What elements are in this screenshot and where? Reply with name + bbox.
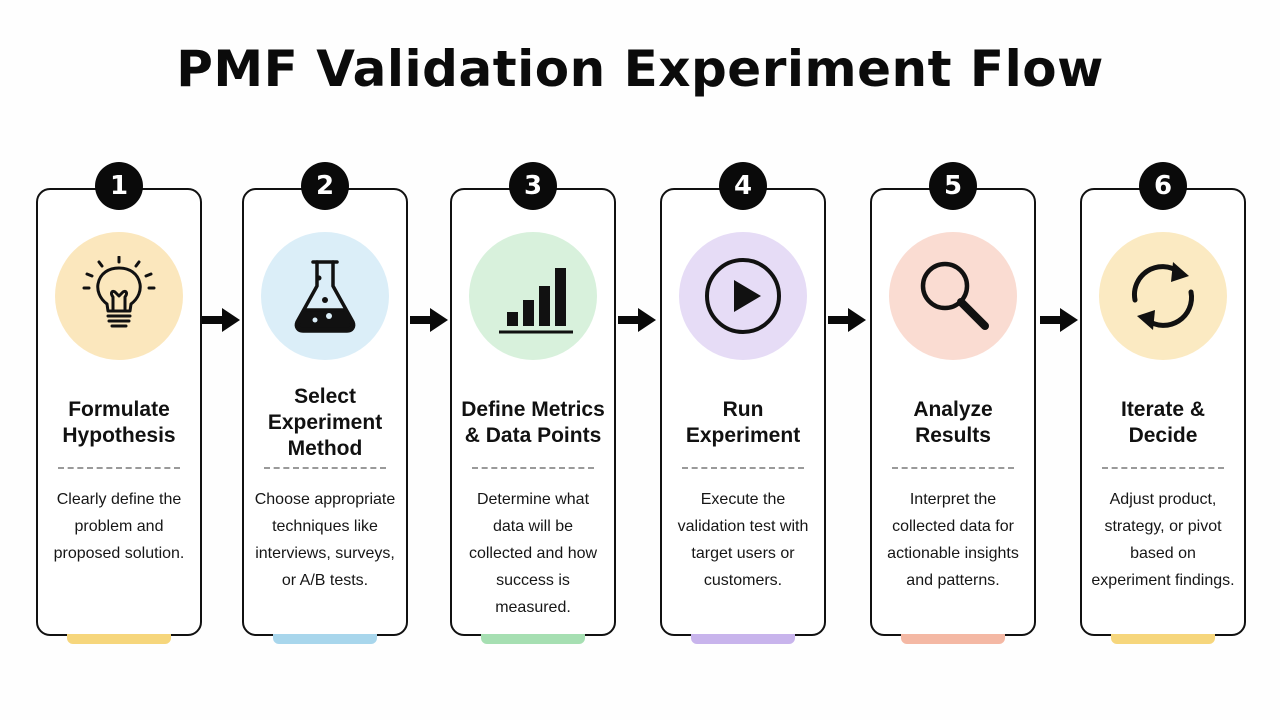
step-number-badge: 3	[509, 162, 557, 210]
step-card-5: 5 Analyze Results Interpret the collecte…	[870, 162, 1036, 644]
step-icon-background	[889, 232, 1017, 360]
step-title: Iterate & Decide	[1120, 398, 1206, 447]
step-card-6: 6 Iterate & Decide Adjust product, strat…	[1080, 162, 1246, 644]
step-card-2: 2 Select Experiment Method Choose approp…	[242, 162, 408, 644]
arrow-right-icon	[202, 308, 240, 332]
step-number-badge: 4	[719, 162, 767, 210]
step-number-badge: 5	[929, 162, 977, 210]
step-title: Select Experiment Method	[267, 385, 383, 460]
arrow-right-icon	[410, 308, 448, 332]
flask-icon	[294, 260, 356, 333]
step-card-1: 1 Formulate Hypothesis Clearly define th…	[36, 162, 202, 644]
step-color-tab	[1111, 634, 1215, 644]
step-description: Choose appropriate techniques like inter…	[254, 491, 396, 589]
step-description: Determine what data will be collected an…	[468, 491, 598, 616]
step-number-badge: 6	[1139, 162, 1187, 210]
step-title: Analyze Results	[913, 398, 993, 447]
step-number-badge: 1	[95, 162, 143, 210]
page-title: PMF Validation Experiment Flow	[176, 40, 1104, 98]
step-description: Execute the validation test with target …	[677, 491, 809, 589]
step-icon-background	[469, 232, 597, 360]
step-icon-background	[261, 232, 389, 360]
bar-chart-icon	[499, 268, 573, 334]
step-title: Run Experiment	[685, 398, 801, 447]
step-description: Clearly define the problem and proposed …	[53, 491, 185, 562]
step-color-tab	[901, 634, 1005, 644]
divider	[472, 467, 594, 469]
divider	[1102, 467, 1224, 469]
step-color-tab	[691, 634, 795, 644]
play-icon	[705, 258, 781, 334]
arrow-right-icon	[618, 308, 656, 332]
step-icon-background	[1099, 232, 1227, 360]
divider	[682, 467, 804, 469]
divider	[892, 467, 1014, 469]
divider	[58, 467, 180, 469]
step-title: Define Metrics & Data Points	[461, 398, 605, 447]
step-color-tab	[273, 634, 377, 644]
step-color-tab	[67, 634, 171, 644]
step-card-3: 3 Define Metrics & Data Points Determine…	[450, 162, 616, 644]
step-icon-background	[55, 232, 183, 360]
divider	[264, 467, 386, 469]
step-title: Formulate Hypothesis	[62, 398, 176, 447]
step-icon-background	[679, 232, 807, 360]
step-description: Adjust product, strategy, or pivot based…	[1091, 491, 1235, 589]
magnifier-icon	[920, 261, 989, 330]
refresh-icon	[1132, 262, 1194, 330]
step-description: Interpret the collected data for actiona…	[887, 491, 1019, 589]
lightbulb-icon	[82, 256, 156, 328]
step-card-4: 4 Run Experiment Execute the validation …	[660, 162, 826, 644]
step-color-tab	[481, 634, 585, 644]
arrow-right-icon	[1040, 308, 1078, 332]
arrow-right-icon	[828, 308, 866, 332]
step-number-badge: 2	[301, 162, 349, 210]
